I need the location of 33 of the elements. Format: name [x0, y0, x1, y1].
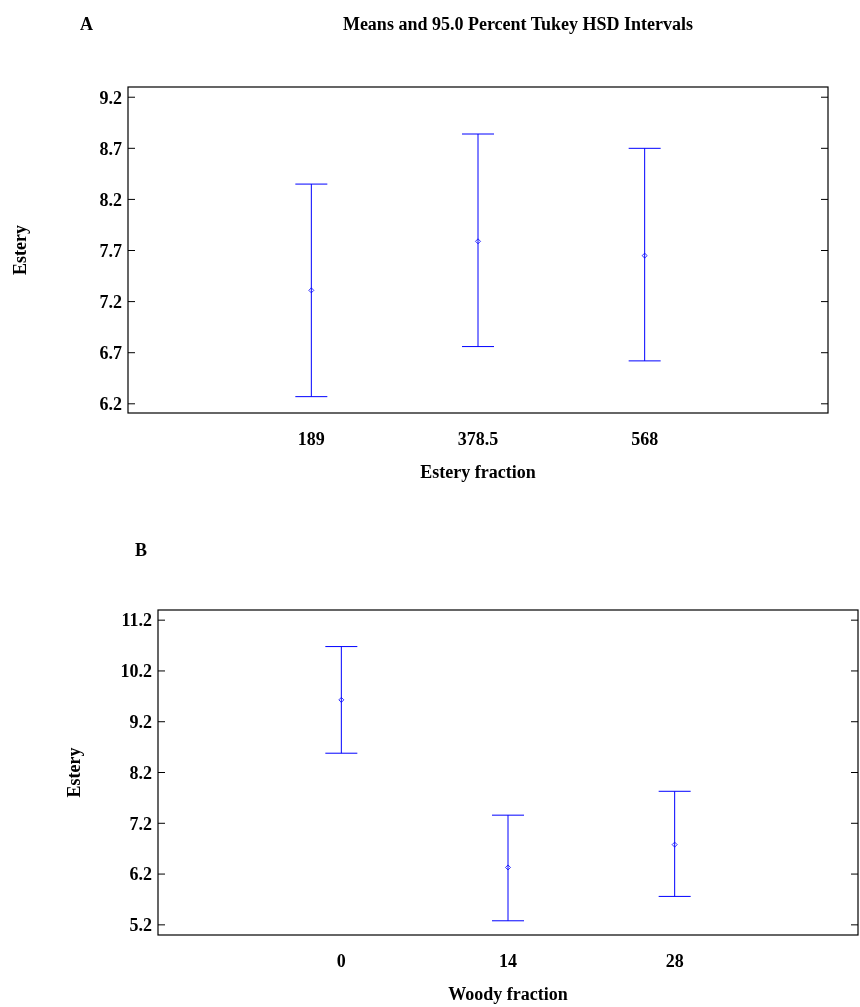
point [475, 238, 481, 245]
y-tick-label: 10.2 [120, 661, 152, 682]
y-tick-label: 11.2 [121, 610, 152, 631]
point [671, 841, 678, 848]
y-tick-label: 6.7 [99, 343, 122, 364]
point [308, 287, 315, 294]
point [338, 696, 345, 703]
y-tick-label: 8.7 [99, 138, 122, 159]
x-tick-label: 0 [336, 951, 346, 971]
x-axis-title: Estery fraction [420, 462, 536, 482]
x-axis-title: Woody fraction [448, 984, 568, 1004]
chart-title: Means and 95.0 Percent Tukey HSD Intervals [342, 14, 694, 34]
y-tick-label: 7.2 [129, 813, 152, 834]
y-axis-title: Estery [64, 747, 84, 798]
x-tick-label: 568 [631, 429, 659, 449]
x-tick-label: 14 [499, 951, 517, 971]
point [641, 252, 648, 259]
y-tick-label: 7.7 [99, 240, 122, 261]
y-tick-label: 5.2 [129, 915, 152, 936]
text: A [80, 14, 93, 34]
x-tick-label: 28 [665, 951, 684, 971]
point [505, 864, 511, 871]
y-tick-label: 8.2 [99, 189, 122, 210]
y-tick-label: 7.2 [99, 291, 122, 312]
x-tick-label: 189 [297, 429, 325, 449]
text: B [135, 540, 148, 560]
y-tick-label: 8.2 [129, 762, 152, 783]
y-tick-label: 9.2 [99, 87, 122, 108]
y-axis-title: Estery [10, 225, 30, 275]
y-tick-label: 6.2 [99, 394, 122, 415]
x-tick-label: 378.5 [457, 429, 499, 449]
y-tick-label: 9.2 [129, 712, 152, 733]
y-tick-label: 6.2 [129, 864, 152, 885]
